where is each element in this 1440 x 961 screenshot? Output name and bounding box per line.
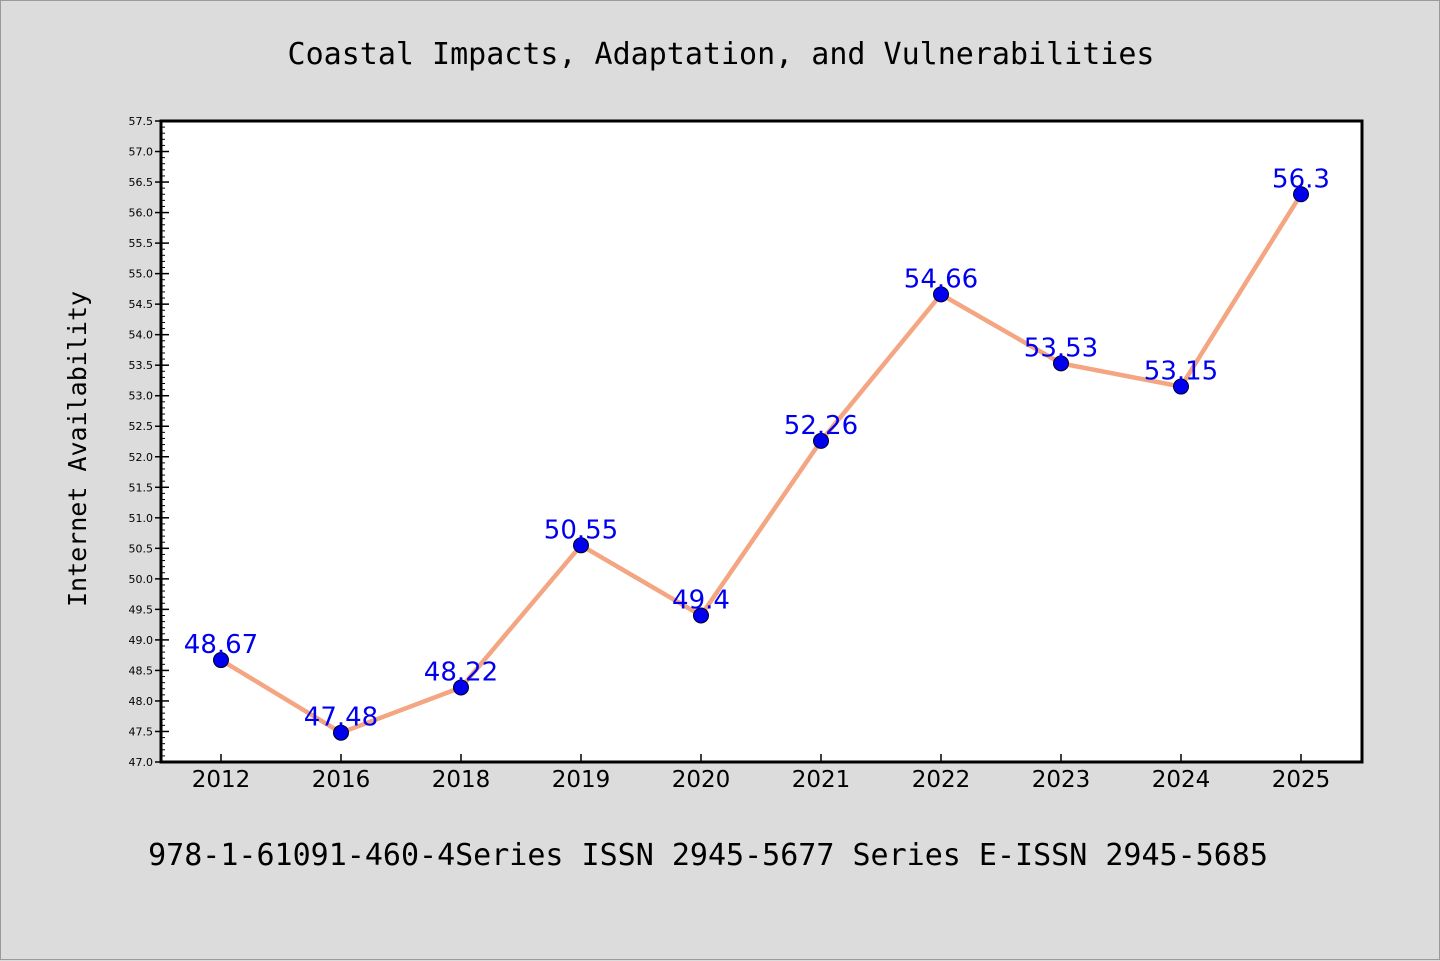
data-label: 53.53 <box>1024 333 1098 363</box>
y-tick-label: 57.5 <box>129 115 154 128</box>
y-tick-label: 53.0 <box>129 390 154 403</box>
y-tick-label: 56.0 <box>129 207 154 220</box>
data-label: 50.55 <box>544 515 618 545</box>
x-tick-label: 2018 <box>432 767 491 793</box>
y-tick-label: 48.5 <box>129 664 154 677</box>
data-label: 49.4 <box>672 585 730 615</box>
data-point <box>1173 378 1189 395</box>
y-tick-label: 53.5 <box>129 359 154 372</box>
data-point <box>1293 186 1309 203</box>
data-point <box>693 607 709 624</box>
y-tick-label: 51.5 <box>129 481 154 494</box>
y-tick-label: 49.5 <box>129 603 154 616</box>
data-label: 48.67 <box>184 630 258 660</box>
x-tick-label: 2022 <box>912 767 971 793</box>
y-axis-ticks: 47.0 47.5 48.0 48.5 49.0 49.5 50.0 50.5 51.0 51.5… <box>129 115 169 769</box>
data-label: 54.66 <box>904 264 978 294</box>
data-label: 56.3 <box>1272 164 1330 194</box>
x-axis-ticks: 2012 2016 2018 2019 2020 2021 2022 2023 2024 2025 <box>192 754 1331 793</box>
data-point <box>1053 355 1069 372</box>
data-point <box>333 724 349 741</box>
y-tick-label: 47.0 <box>129 756 154 769</box>
x-tick-label: 2019 <box>552 767 611 793</box>
data-labels: 48.67 47.48 48.22 50.55 49.4 52.26 54.66 53.53 5… <box>184 164 1330 732</box>
y-tick-label: 51.0 <box>129 512 154 525</box>
data-markers <box>213 186 1309 741</box>
data-label: 52.26 <box>784 411 858 441</box>
data-point <box>933 286 949 303</box>
y-tick-label: 52.0 <box>129 451 154 464</box>
x-tick-label: 2024 <box>1152 767 1211 793</box>
y-tick-label: 55.5 <box>129 237 154 250</box>
chart-title: Coastal Impacts, Adaptation, and Vulnera… <box>288 37 1155 72</box>
data-point <box>213 652 229 669</box>
data-point <box>813 432 829 449</box>
y-tick-label: 49.0 <box>129 634 154 647</box>
y-axis-label: Internet Availability <box>63 291 92 607</box>
plot-area <box>161 121 1362 762</box>
x-tick-label: 2021 <box>792 767 851 793</box>
series-line <box>218 192 1304 735</box>
y-tick-label: 56.5 <box>129 176 154 189</box>
y-tick-label: 57.0 <box>129 146 154 159</box>
y-tick-label: 54.0 <box>129 329 154 342</box>
x-tick-label: 2016 <box>312 767 371 793</box>
data-label: 53.15 <box>1144 357 1218 387</box>
y-tick-label: 50.0 <box>129 573 154 586</box>
y-tick-label: 54.5 <box>129 298 154 311</box>
x-tick-label: 2020 <box>672 767 731 793</box>
y-tick-label: 50.5 <box>129 542 154 555</box>
y-tick-label: 47.5 <box>129 725 154 738</box>
data-label: 48.22 <box>424 658 498 688</box>
data-point <box>573 537 589 554</box>
y-tick-label: 48.0 <box>129 695 154 708</box>
x-tick-label: 2012 <box>192 767 251 793</box>
y-tick-label: 55.0 <box>129 268 154 281</box>
y-tick-label: 52.5 <box>129 420 154 433</box>
x-tick-label: 2023 <box>1032 767 1091 793</box>
x-tick-label: 2025 <box>1272 767 1331 793</box>
data-point <box>453 679 469 696</box>
footer-isbn: 978-1-61091-460-4Series ISSN 2945-5677 S… <box>148 838 1268 873</box>
data-label: 47.48 <box>304 703 378 733</box>
plot-frame <box>159 119 1364 764</box>
